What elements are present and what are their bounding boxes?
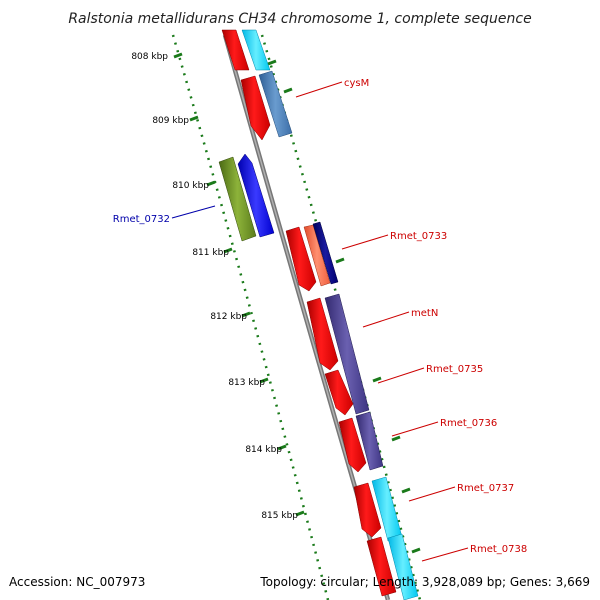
tick-mark	[277, 444, 287, 451]
leader-line	[391, 421, 439, 437]
tick-mark	[223, 247, 233, 254]
gene-label-Rmet_0732[interactable]: Rmet_0732	[113, 214, 170, 225]
tick-mark	[267, 59, 277, 66]
tick-label-809: 809 kbp	[152, 116, 189, 126]
leader-line	[408, 486, 456, 502]
tick-mark	[241, 311, 251, 318]
summary-text: Topology: circular; Length: 3,928,089 bp…	[259, 575, 590, 589]
tick-label-812: 812 kbp	[210, 312, 247, 322]
cyan-feature[interactable]	[387, 533, 419, 600]
tick-mark	[189, 115, 199, 122]
Rmet_0735-gene-arrow[interactable]	[324, 369, 354, 416]
right-major-ticks	[267, 59, 421, 554]
leader-line	[341, 234, 389, 250]
tick-label-815: 815 kbp	[261, 511, 298, 521]
gene-label-Rmet_0735[interactable]: Rmet_0735	[426, 364, 483, 375]
gene-label-cysM[interactable]: cysM	[344, 78, 369, 89]
salmon-feature[interactable]	[303, 224, 331, 287]
tick-mark	[295, 510, 305, 517]
olive-feature[interactable]	[218, 156, 257, 242]
tick-mark	[372, 376, 382, 383]
metN-gene-arrow[interactable]	[306, 297, 339, 371]
Rmet_0737-gene-arrow[interactable]	[353, 482, 382, 538]
gene-label-metN[interactable]: metN	[411, 308, 438, 319]
tick-label-813: 813 kbp	[228, 378, 265, 388]
map-title: Ralstonia metallidurans CH34 chromosome …	[68, 11, 531, 27]
leader-line	[171, 205, 216, 219]
tick-mark	[206, 180, 216, 187]
tick-label-810: 810 kbp	[172, 181, 209, 191]
tick-mark	[401, 487, 411, 494]
gene-label-Rmet_0737[interactable]: Rmet_0737	[457, 483, 514, 494]
leader-line	[377, 367, 425, 384]
tick-mark	[335, 257, 345, 264]
tick-label-808: 808 kbp	[131, 52, 168, 62]
Rmet_0732-gene-arrow[interactable]	[237, 153, 275, 238]
accession-text: Accession: NC_007973	[9, 575, 145, 589]
gene-arrow[interactable]	[241, 29, 271, 71]
left-major-ticks	[173, 52, 305, 517]
purple-feature[interactable]	[324, 293, 370, 415]
leader-line	[421, 547, 469, 562]
leader-line	[362, 311, 410, 328]
features	[218, 29, 419, 600]
steel-feature[interactable]	[258, 70, 293, 138]
tick-label-814: 814 kbp	[245, 445, 282, 455]
tick-label-811: 811 kbp	[192, 248, 229, 258]
tick-mark	[173, 52, 183, 59]
tick-mark	[411, 547, 421, 554]
tick-mark	[259, 377, 269, 384]
gene-label-Rmet_0738[interactable]: Rmet_0738	[470, 544, 527, 555]
Rmet_0738-gene-arrow[interactable]	[366, 536, 397, 597]
tick-mark	[391, 435, 401, 442]
Rmet_0733-gene-arrow[interactable]	[285, 226, 317, 292]
purple-feature[interactable]	[355, 411, 384, 471]
label-leaders	[171, 81, 469, 562]
Rmet_0736-gene-arrow[interactable]	[338, 417, 367, 473]
gene-label-Rmet_0736[interactable]: Rmet_0736	[440, 418, 497, 429]
cysM-gene-arrow[interactable]	[240, 75, 271, 141]
leader-line	[295, 81, 343, 98]
navy-feature[interactable]	[312, 221, 339, 285]
gene-label-Rmet_0733[interactable]: Rmet_0733	[390, 231, 447, 242]
gene-arrow[interactable]	[221, 29, 250, 71]
tick-mark	[283, 87, 293, 94]
